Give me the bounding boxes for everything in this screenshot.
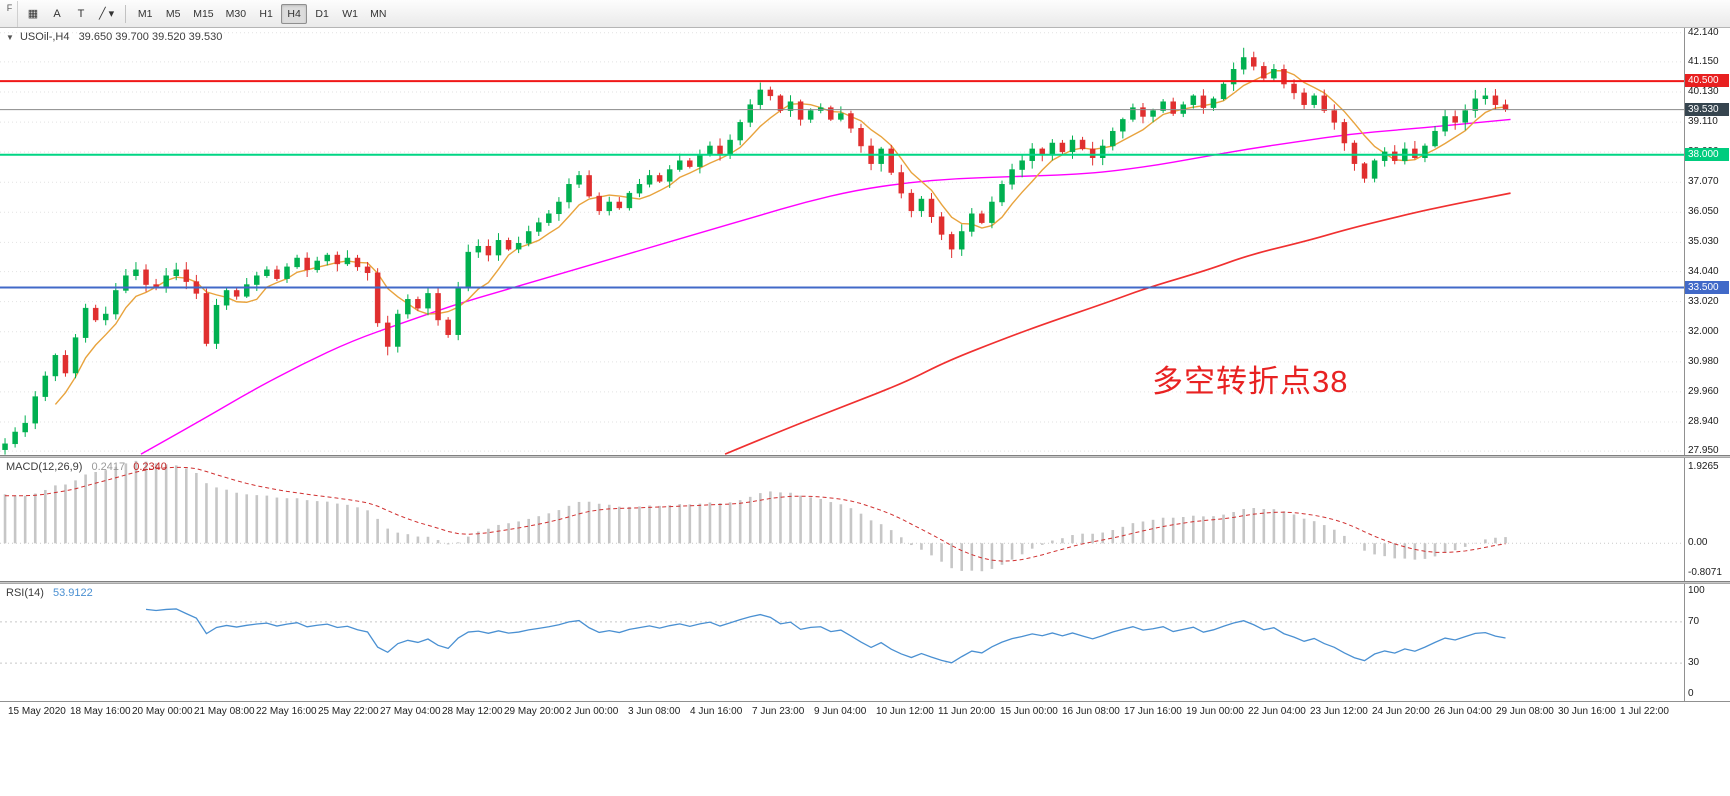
macd-plot[interactable]: MACD(12,26,9) 0.2417 0.2340 xyxy=(0,458,1684,581)
price-tick-label: 42.140 xyxy=(1688,26,1719,38)
time-axis-label: 20 May 00:00 xyxy=(132,706,193,717)
panel-splitter[interactable] xyxy=(0,581,1730,584)
timeframe-button-M30[interactable]: M30 xyxy=(225,7,247,20)
timeframe-button-H1[interactable]: H1 xyxy=(259,7,273,20)
timeframe-button-M15[interactable]: M15 xyxy=(193,7,214,20)
macd-panel: MACD(12,26,9) 0.2417 0.2340 1.9265 0.00 -0… xyxy=(0,458,1730,581)
time-axis-label: 28 May 12:00 xyxy=(442,706,503,717)
macd-label: MACD(12,26,9) 0.2417 0.2340 xyxy=(6,461,167,473)
timeframe-group: M1 M5 M15 M30 H1 H4 D1 W1 MN xyxy=(131,3,392,24)
price-tick-label: 32.000 xyxy=(1688,325,1719,337)
rsi-value: 53.9122 xyxy=(52,587,93,599)
time-axis-label: 26 Jun 04:00 xyxy=(1434,706,1492,717)
timeframe-button-MN[interactable]: MN xyxy=(370,7,387,20)
rsi-axis-label: 0 xyxy=(1688,688,1694,699)
docked-toolbar-strip[interactable]: F xyxy=(2,0,18,27)
price-tick-label: 33.020 xyxy=(1688,295,1719,307)
rsi-axis[interactable]: 100 70 30 0 xyxy=(1684,584,1730,701)
price-level-badge: 33.500 xyxy=(1685,280,1729,294)
price-tick-label: 28.940 xyxy=(1688,415,1719,427)
time-axis[interactable]: 15 May 2020 18 May 16:00 20 May 00:00 21 Ma… xyxy=(0,701,1730,723)
macd-axis-max: 1.9265 xyxy=(1688,461,1719,472)
price-level-badge: 40.500 xyxy=(1685,74,1729,88)
macd-main-value: 0.2417 xyxy=(91,461,126,473)
chart-text-annotation[interactable]: 多空转折点38 xyxy=(1152,364,1349,399)
rsi-axis-label: 30 xyxy=(1688,657,1700,669)
symbol-dropdown-icon: ▼ xyxy=(6,33,14,42)
time-axis-label: 29 Jun 08:00 xyxy=(1496,706,1554,717)
toolbar-separator xyxy=(125,4,127,23)
time-axis-label: 25 May 22:00 xyxy=(318,706,379,717)
time-axis-label: 29 May 20:00 xyxy=(504,706,565,717)
time-axis-label: 7 Jun 23:00 xyxy=(752,706,805,717)
rsi-axis-label: 70 xyxy=(1688,615,1700,627)
time-axis-label: 15 May 2020 xyxy=(8,706,66,717)
price-tick-label: 34.040 xyxy=(1688,265,1719,277)
top-toolbar: F ▦ A T ╱ ▾ M1 M5 M15 M30 H1 H4 D1 W1 MN xyxy=(0,0,1730,28)
rsi-panel: RSI(14) 53.9122 100 70 30 0 xyxy=(0,584,1730,701)
price-tick-label: 30.980 xyxy=(1688,355,1719,367)
price-tick-label: 35.030 xyxy=(1688,236,1719,248)
chart-grid-button[interactable]: ▦ xyxy=(27,8,39,20)
macd-name: MACD(12,26,9) xyxy=(6,461,83,473)
price-tick-label: 39.110 xyxy=(1688,116,1718,128)
time-axis-label: 18 May 16:00 xyxy=(70,706,131,717)
macd-axis-zero: 0.00 xyxy=(1688,537,1708,549)
ohlc-readout: 39.650 39.700 39.520 39.530 xyxy=(78,31,223,43)
macd-axis-min: -0.8071 xyxy=(1688,567,1722,578)
time-axis-label: 22 Jun 04:00 xyxy=(1248,706,1306,717)
price-tick-label: 29.960 xyxy=(1688,385,1719,397)
price-tick-label: 41.150 xyxy=(1688,55,1719,67)
price-axis[interactable]: 42.14041.15040.13039.11038.09037.07036.0… xyxy=(1684,26,1730,457)
macd-axis[interactable]: 1.9265 0.00 -0.8071 xyxy=(1684,458,1730,581)
empty-area xyxy=(0,723,1730,796)
rsi-axis-label: 100 xyxy=(1688,585,1705,596)
price-tick-label: 36.050 xyxy=(1688,206,1719,218)
text-button[interactable]: T xyxy=(77,7,85,20)
time-axis-label: 1 Jul 22:00 xyxy=(1620,706,1669,717)
price-tick-label: 27.950 xyxy=(1688,445,1719,457)
price-chart-canvas[interactable] xyxy=(0,28,1684,455)
time-axis-label: 16 Jun 08:00 xyxy=(1062,706,1120,717)
time-axis-label: 3 Jun 08:00 xyxy=(628,706,681,717)
draw-tools-button[interactable]: ╱ ▾ xyxy=(99,8,115,20)
timeframe-button-H4[interactable]: H4 xyxy=(281,3,308,24)
symbol-period-label: USOil-,H4 xyxy=(19,31,70,43)
text-label-button[interactable]: A xyxy=(53,7,61,20)
time-axis-label: 9 Jun 04:00 xyxy=(814,706,867,717)
time-axis-label: 30 Jun 16:00 xyxy=(1558,706,1616,717)
drawing-tools-group: ▦ A T ╱ ▾ xyxy=(21,4,120,24)
time-axis-label: 23 Jun 12:00 xyxy=(1310,706,1368,717)
time-axis-label: 17 Jun 16:00 xyxy=(1124,706,1182,717)
rsi-label: RSI(14) 53.9122 xyxy=(6,587,93,599)
timeframe-button-M5[interactable]: M5 xyxy=(165,7,181,20)
docked-toolbar-label: F xyxy=(6,2,13,13)
rsi-name: RSI(14) xyxy=(6,587,44,599)
time-axis-label: 10 Jun 12:00 xyxy=(876,706,934,717)
panel-splitter[interactable] xyxy=(0,455,1730,458)
price-level-badge: 38.000 xyxy=(1685,147,1729,161)
price-tick-label: 40.130 xyxy=(1688,85,1719,97)
time-axis-label: 21 May 08:00 xyxy=(194,706,255,717)
price-tick-label: 37.070 xyxy=(1688,176,1719,188)
timeframe-button-W1[interactable]: W1 xyxy=(342,7,358,20)
time-axis-label: 24 Jun 20:00 xyxy=(1372,706,1430,717)
timeframe-button-D1[interactable]: D1 xyxy=(315,7,329,20)
time-axis-label: 2 Jun 00:00 xyxy=(566,706,619,717)
time-axis-label: 4 Jun 16:00 xyxy=(690,706,743,717)
rsi-plot[interactable]: RSI(14) 53.9122 xyxy=(0,584,1684,701)
time-axis-label: 19 Jun 00:00 xyxy=(1186,706,1244,717)
time-axis-label: 27 May 04:00 xyxy=(380,706,441,717)
main-chart-panel: ▼ USOil-,H4 39.650 39.700 39.520 39.530 … xyxy=(0,26,1730,457)
macd-signal-value: 0.2340 xyxy=(133,461,167,473)
rsi-chart-canvas[interactable] xyxy=(0,584,1684,701)
macd-chart-canvas[interactable] xyxy=(0,458,1684,581)
time-axis-label: 22 May 16:00 xyxy=(256,706,317,717)
main-chart-plot[interactable]: ▼ USOil-,H4 39.650 39.700 39.520 39.530 … xyxy=(0,28,1684,455)
chart-title: ▼ USOil-,H4 39.650 39.700 39.520 39.530 xyxy=(6,31,222,43)
price-level-badge: 39.530 xyxy=(1685,102,1729,116)
time-axis-label: 11 Jun 20:00 xyxy=(938,706,996,717)
time-axis-label: 15 Jun 00:00 xyxy=(1000,706,1058,717)
timeframe-button-M1[interactable]: M1 xyxy=(137,7,153,20)
